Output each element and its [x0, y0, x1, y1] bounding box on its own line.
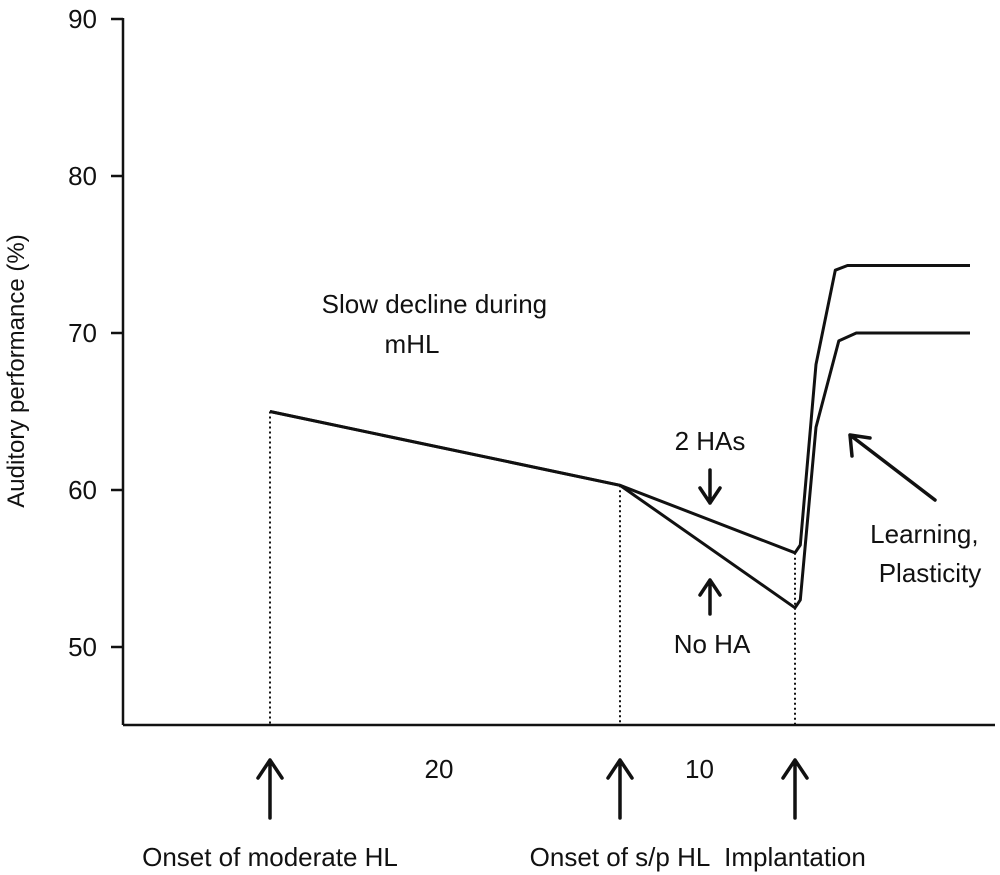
- series-line-1: [269, 331, 970, 610]
- y-tick-label-50: 50: [68, 632, 97, 662]
- annotation-slow-decline-line-1: Slow decline during: [322, 289, 547, 319]
- annotation-2-has-arrow: [698, 468, 722, 505]
- annotation-learning-line-1: Learning,: [870, 519, 978, 549]
- y-axis-label: Auditory performance (%): [3, 234, 30, 507]
- annotation-no-ha-arrow: [698, 578, 722, 616]
- marker-label-2: Implantation: [724, 842, 866, 872]
- y-ticks: 50 60 70 80 90: [68, 4, 123, 662]
- x-markers: Onset of moderate HL Onset of s/p HL Impla…: [142, 758, 866, 872]
- annotation-learning-arrow: [848, 433, 937, 502]
- y-tick-label-70: 70: [68, 318, 97, 348]
- interval-label-1: 10: [685, 754, 714, 784]
- annotation-learning: Learning, Plasticity: [870, 519, 986, 588]
- annotation-2-has: 2 HAs: [675, 426, 746, 456]
- series-lines: [269, 264, 970, 610]
- annotation-slow-decline-line-2: mHL: [385, 329, 440, 359]
- marker-label-0: Onset of moderate HL: [142, 842, 398, 872]
- annotation-no-ha: No HA: [674, 629, 751, 659]
- marker-guides: [269, 411, 796, 725]
- y-tick-label-60: 60: [68, 475, 97, 505]
- marker-arrow-0: [256, 758, 284, 820]
- marker-arrow-1: [606, 758, 634, 820]
- annotation-slow-decline: Slow decline during mHL: [322, 289, 555, 359]
- marker-arrow-2: [781, 758, 809, 820]
- interval-label-0: 20: [425, 754, 454, 784]
- annotation-learning-line-2: Plasticity: [879, 558, 982, 588]
- y-tick-label-80: 80: [68, 161, 97, 191]
- interval-labels: 20 10: [425, 754, 714, 784]
- y-tick-label-90: 90: [68, 4, 97, 34]
- series-line-0: [269, 264, 970, 555]
- marker-label-1: Onset of s/p HL: [530, 842, 711, 872]
